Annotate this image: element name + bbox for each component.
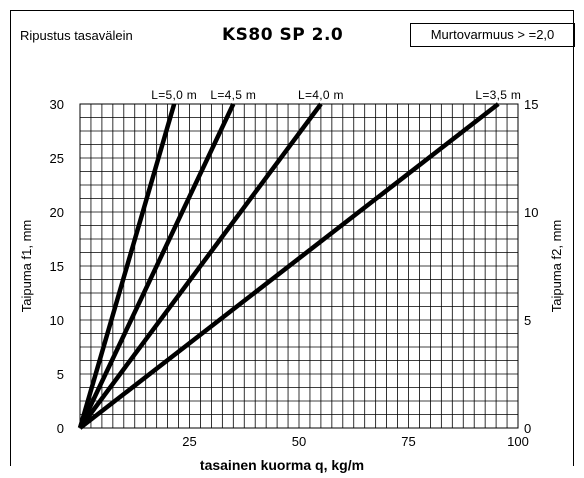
- y-tick-label: 25: [50, 151, 64, 166]
- plot-border: [79, 103, 519, 429]
- series-line: [77, 103, 177, 429]
- series-line: [78, 102, 323, 430]
- x-tick-label: 100: [507, 434, 529, 449]
- y-tick-label: 30: [50, 97, 64, 112]
- series-label: L=5,0 m: [151, 88, 197, 102]
- series-lines: [77, 102, 500, 430]
- series-label: L=3,5 m: [475, 88, 521, 102]
- x-tick-label: 50: [292, 434, 306, 449]
- series-labels: L=5,0 m L=4,5 m L=4,0 m L=3,5 m: [151, 88, 521, 102]
- series-line: [78, 102, 500, 430]
- y2-tick-label: 10: [524, 205, 538, 220]
- y-tick-label: 20: [50, 205, 64, 220]
- chart-title: KS80 SP 2.0: [222, 25, 344, 45]
- x-axis-label: tasainen kuorma q, kg/m: [200, 457, 364, 473]
- y-tick-label: 0: [57, 421, 64, 436]
- chart-frame: [10, 10, 574, 466]
- y-tick-label: 15: [50, 259, 64, 274]
- y-tick-label: 10: [50, 313, 64, 328]
- grid: [80, 104, 518, 428]
- series-label: L=4,0 m: [298, 88, 344, 102]
- series-line: [77, 103, 236, 429]
- y2-axis-label: Taipuma f2, mm: [549, 220, 564, 312]
- y-axis-label: Taipuma f1, mm: [19, 220, 34, 312]
- y2-tick-label: 0: [524, 421, 531, 436]
- y-tick-label: 5: [57, 367, 64, 382]
- x-tick-label: 25: [182, 434, 196, 449]
- y2-tick-label: 15: [524, 97, 538, 112]
- y2-tick-label: 5: [524, 313, 531, 328]
- suspension-label: Ripustus tasavälein: [20, 28, 133, 43]
- series-label: L=4,5 m: [210, 88, 256, 102]
- safety-factor-box: Murtovarmuus > =2,0: [410, 23, 575, 47]
- x-tick-label: 75: [401, 434, 415, 449]
